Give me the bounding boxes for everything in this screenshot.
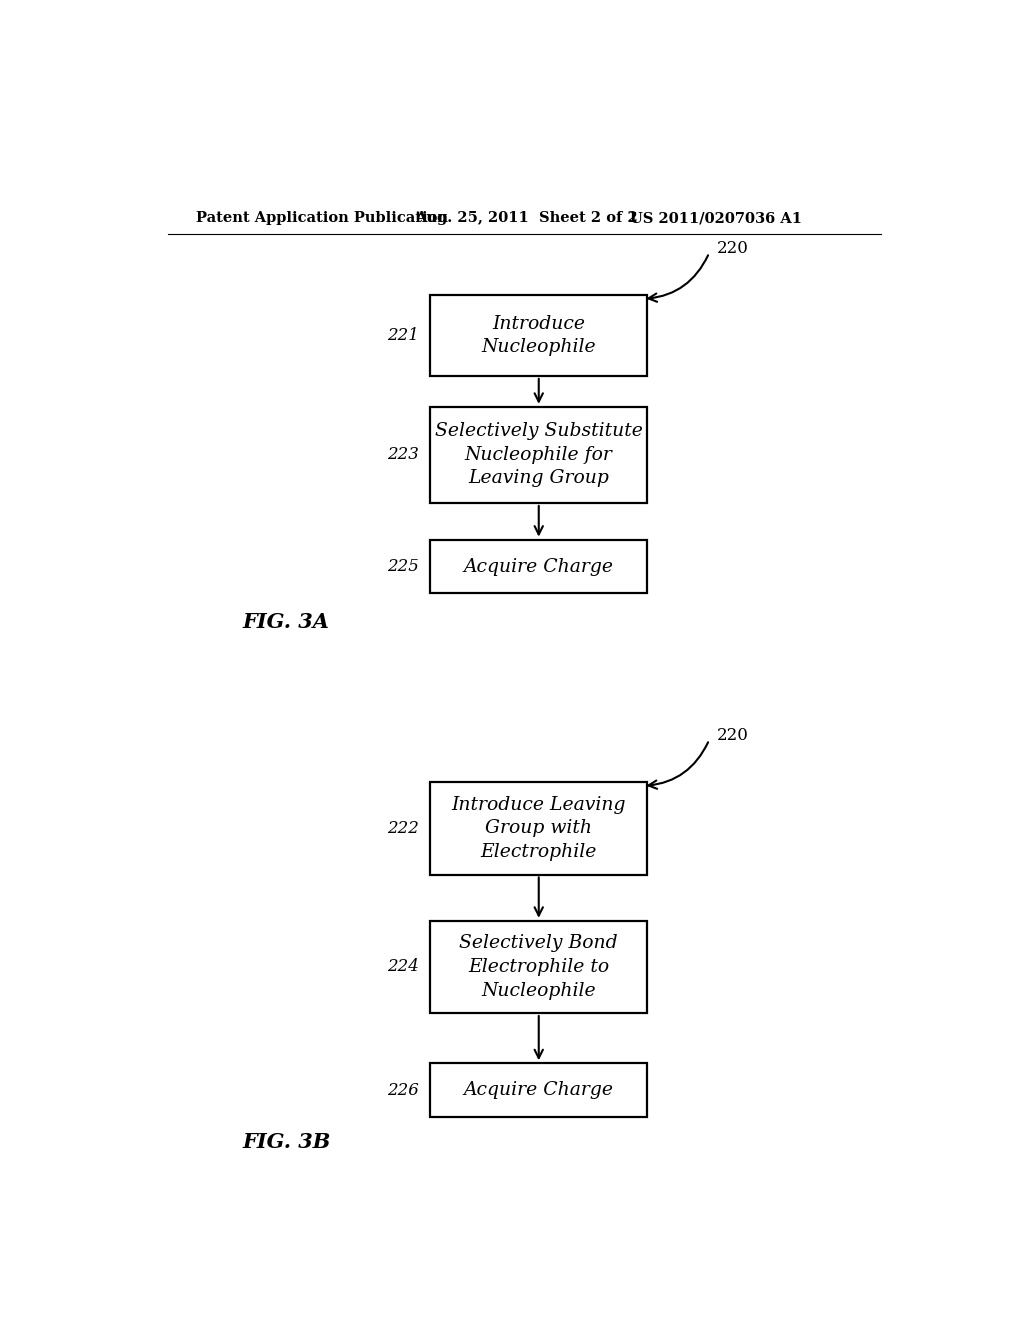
Text: Patent Application Publication: Patent Application Publication — [197, 211, 449, 226]
Text: 222: 222 — [387, 820, 419, 837]
Text: FIG. 3B: FIG. 3B — [243, 1131, 331, 1152]
Text: US 2011/0207036 A1: US 2011/0207036 A1 — [630, 211, 802, 226]
Text: 224: 224 — [387, 958, 419, 975]
Text: 226: 226 — [387, 1081, 419, 1098]
Text: 220: 220 — [717, 727, 749, 744]
Bar — [430, 540, 647, 594]
Text: 223: 223 — [387, 446, 419, 463]
Bar — [430, 921, 647, 1014]
Bar — [430, 296, 647, 376]
Bar — [430, 1063, 647, 1117]
Text: Introduce Leaving
Group with
Electrophile: Introduce Leaving Group with Electrophil… — [452, 796, 626, 861]
Text: 220: 220 — [717, 240, 749, 257]
Text: Aug. 25, 2011  Sheet 2 of 2: Aug. 25, 2011 Sheet 2 of 2 — [415, 211, 638, 226]
Text: FIG. 3A: FIG. 3A — [243, 612, 330, 632]
Bar — [430, 781, 647, 875]
Bar — [430, 407, 647, 503]
Text: 225: 225 — [387, 558, 419, 576]
Text: 221: 221 — [387, 327, 419, 345]
Text: Acquire Charge: Acquire Charge — [464, 557, 613, 576]
Text: Introduce
Nucleophile: Introduce Nucleophile — [481, 314, 596, 356]
Text: Acquire Charge: Acquire Charge — [464, 1081, 613, 1100]
Text: Selectively Bond
Electrophile to
Nucleophile: Selectively Bond Electrophile to Nucleop… — [460, 935, 618, 999]
Text: Selectively Substitute
Nucleophile for
Leaving Group: Selectively Substitute Nucleophile for L… — [435, 422, 643, 487]
